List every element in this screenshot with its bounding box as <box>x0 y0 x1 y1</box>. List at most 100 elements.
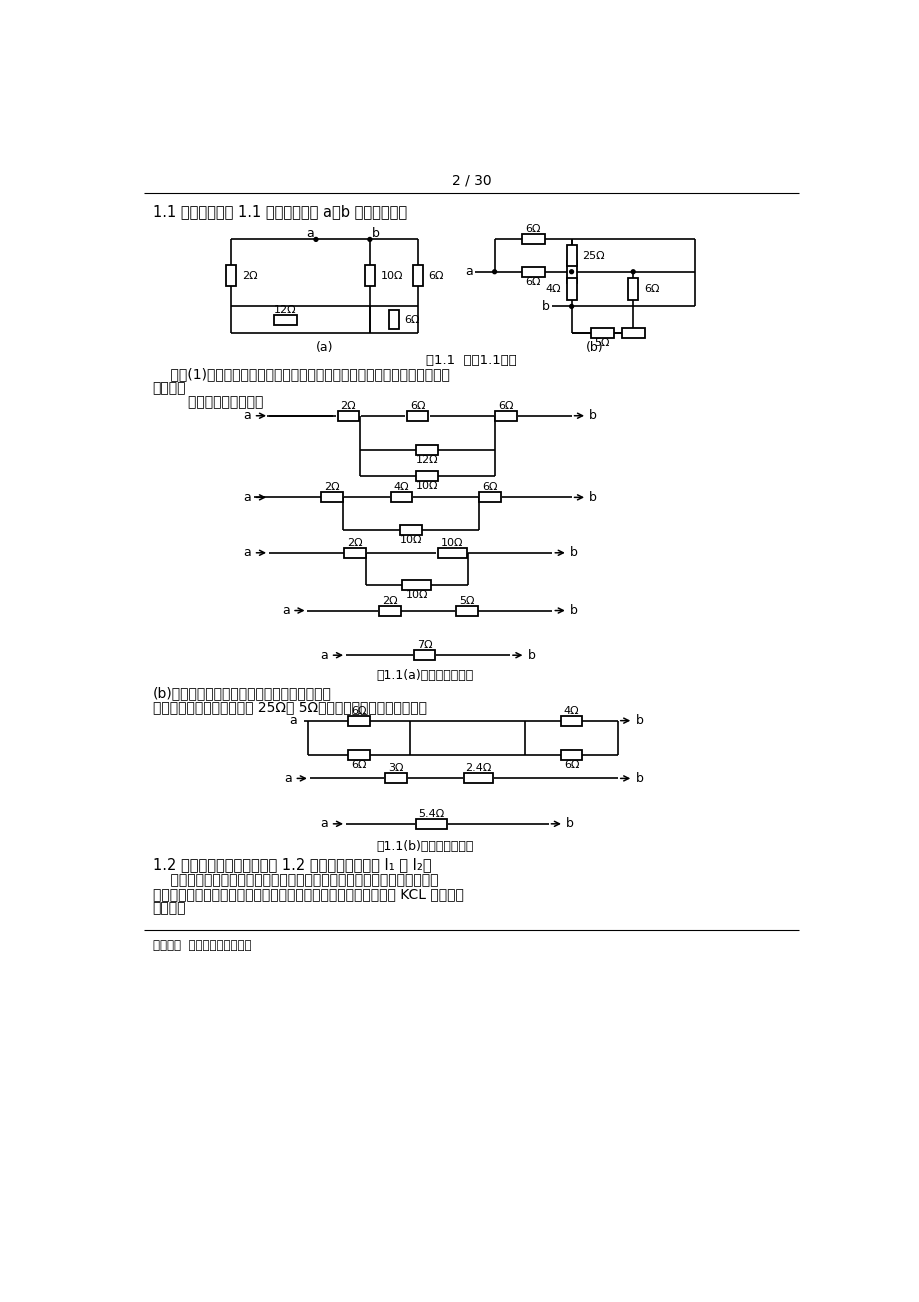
Text: 12Ω: 12Ω <box>415 456 438 465</box>
Bar <box>273 315 297 326</box>
Text: 解：本题所涉及的基本定律就是基尔霍夫电流定律。基尔霍夫电流定律对: 解：本题所涉及的基本定律就是基尔霍夫电流定律。基尔霍夫电流定律对 <box>153 874 437 887</box>
Text: b: b <box>635 715 642 727</box>
Text: a: a <box>320 648 328 661</box>
Bar <box>566 279 576 299</box>
Bar <box>385 773 406 784</box>
Bar <box>456 605 477 616</box>
Text: 4Ω: 4Ω <box>393 482 409 492</box>
Text: 2Ω: 2Ω <box>340 401 356 410</box>
Bar <box>479 492 500 503</box>
Bar <box>621 328 644 339</box>
Text: a: a <box>306 227 313 240</box>
Bar <box>566 260 576 283</box>
Bar <box>389 310 398 329</box>
Bar <box>463 773 493 784</box>
Text: 3Ω: 3Ω <box>388 763 403 773</box>
Bar <box>344 548 366 557</box>
Text: b: b <box>570 604 577 617</box>
Text: 图1.1(b)的等效变换电路: 图1.1(b)的等效变换电路 <box>376 840 473 853</box>
Text: 25Ω: 25Ω <box>582 250 605 260</box>
Bar <box>561 716 582 725</box>
Bar <box>437 548 466 557</box>
Bar <box>521 267 544 277</box>
Text: 10Ω: 10Ω <box>400 535 422 544</box>
Bar <box>628 279 638 299</box>
Text: 解：(1)在求解电阻网络的等效电阻时，应先将电路化简并转化为常规的直: 解：(1)在求解电阻网络的等效电阻时，应先将电路化简并转化为常规的直 <box>153 367 449 381</box>
Circle shape <box>569 270 573 273</box>
Bar <box>365 264 374 286</box>
Text: b: b <box>588 491 596 504</box>
Text: b: b <box>541 299 550 312</box>
Bar <box>321 492 343 503</box>
Text: a: a <box>244 547 251 560</box>
Text: 图1.1  习题1.1的图: 图1.1 习题1.1的图 <box>425 354 516 367</box>
Text: a: a <box>282 604 289 617</box>
Text: a: a <box>284 772 292 785</box>
Text: 该电路可等效化为：: 该电路可等效化为： <box>153 395 263 409</box>
Bar <box>348 716 369 725</box>
Text: 10Ω: 10Ω <box>440 538 463 548</box>
Text: 10Ω: 10Ω <box>405 590 427 600</box>
Text: 5.4Ω: 5.4Ω <box>418 809 444 819</box>
Bar <box>402 581 431 590</box>
Bar <box>379 605 401 616</box>
Text: 7Ω: 7Ω <box>416 641 432 650</box>
Text: 2Ω: 2Ω <box>324 482 340 492</box>
Text: 流电路。: 流电路。 <box>153 381 186 395</box>
Bar <box>226 264 236 286</box>
Text: 2 / 30: 2 / 30 <box>451 174 491 187</box>
Text: 10Ω: 10Ω <box>380 271 403 281</box>
Text: a: a <box>244 409 251 422</box>
Circle shape <box>493 270 496 273</box>
Text: 1.1 已知电路如题 1.1 所示，试计算 a、b 两端的电阻。: 1.1 已知电路如题 1.1 所示，试计算 a、b 两端的电阻。 <box>153 204 406 219</box>
Bar <box>494 410 516 421</box>
Text: 6Ω: 6Ω <box>498 401 514 410</box>
Bar <box>337 410 358 421</box>
Text: 电路中的任意结点适用，对电路中的任何封闭面也适用。本题就是 KCL 对封闭面: 电路中的任意结点适用，对电路中的任何封闭面也适用。本题就是 KCL 对封闭面 <box>153 887 463 901</box>
Circle shape <box>368 237 371 241</box>
Bar <box>521 234 544 245</box>
Text: 4Ω: 4Ω <box>545 284 561 294</box>
Text: 10Ω: 10Ω <box>415 480 438 491</box>
Text: 就本题而言，仔细分析发现 25Ω和 5Ω电阻被短路，则原图可化为：: 就本题而言，仔细分析发现 25Ω和 5Ω电阻被短路，则原图可化为： <box>153 699 426 713</box>
Text: 6Ω: 6Ω <box>482 482 497 492</box>
Text: 6Ω: 6Ω <box>643 284 659 294</box>
Text: 版权所有  翻版必究（汪一一）: 版权所有 翻版必究（汪一一） <box>153 939 251 952</box>
Text: a: a <box>465 266 472 279</box>
Bar <box>561 750 582 760</box>
Text: (a): (a) <box>315 341 333 354</box>
Text: b: b <box>528 648 535 661</box>
Text: 1.2 根据基尔霍夫定律，求图 1.2 所示电路中的电流 I₁ 和 I₂；: 1.2 根据基尔霍夫定律，求图 1.2 所示电路中的电流 I₁ 和 I₂； <box>153 857 431 872</box>
Bar <box>406 410 428 421</box>
Bar <box>416 471 437 480</box>
Text: (b): (b) <box>585 341 603 354</box>
Text: 2Ω: 2Ω <box>381 595 397 605</box>
Circle shape <box>569 305 573 309</box>
Text: 6Ω: 6Ω <box>409 401 425 410</box>
Text: 5Ω: 5Ω <box>594 339 609 349</box>
Text: a: a <box>320 818 328 831</box>
Text: 图1.1(a)的等效变换电路: 图1.1(a)的等效变换电路 <box>376 669 473 682</box>
Text: 6Ω: 6Ω <box>351 760 367 771</box>
Text: b: b <box>565 818 573 831</box>
Text: 6Ω: 6Ω <box>428 271 443 281</box>
Bar <box>391 492 412 503</box>
Text: a: a <box>289 715 297 727</box>
Text: (b)先将电路图化简，并转化为常规直流电路。: (b)先将电路图化简，并转化为常规直流电路。 <box>153 686 331 700</box>
Text: 6Ω: 6Ω <box>525 277 540 286</box>
Text: 4Ω: 4Ω <box>563 706 579 716</box>
Text: a: a <box>244 491 251 504</box>
Bar <box>416 445 437 456</box>
Text: 的应用。: 的应用。 <box>153 901 186 915</box>
Text: 2.4Ω: 2.4Ω <box>465 763 491 773</box>
Text: b: b <box>371 227 380 240</box>
Bar <box>348 750 369 760</box>
Text: b: b <box>570 547 577 560</box>
Text: 6Ω: 6Ω <box>525 224 540 234</box>
Text: 5Ω: 5Ω <box>459 595 474 605</box>
Bar <box>400 525 422 535</box>
Bar <box>590 328 613 339</box>
Text: 6Ω: 6Ω <box>563 760 579 771</box>
Text: 2Ω: 2Ω <box>242 271 257 281</box>
Text: 6Ω: 6Ω <box>351 706 367 716</box>
